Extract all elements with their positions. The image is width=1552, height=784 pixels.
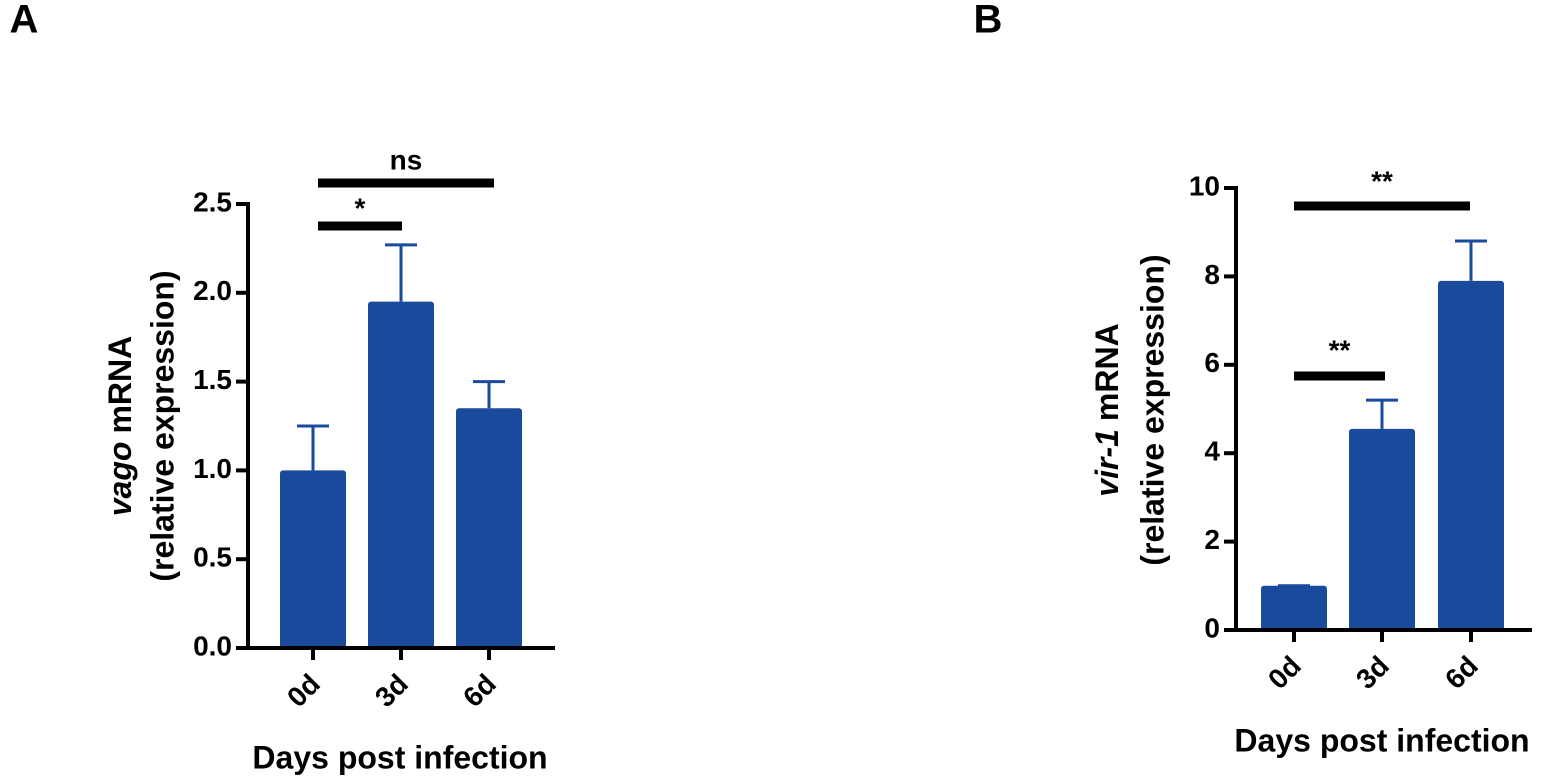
y-tick-label: 0 (1204, 612, 1220, 643)
x-tick-label: 3d (369, 668, 414, 713)
y-axis-unit: (relative expression) (144, 270, 180, 581)
bar (1438, 280, 1504, 630)
y-tick-label: 8 (1204, 259, 1220, 290)
bar (1349, 428, 1415, 630)
y-axis-unit: (relative expression) (1134, 254, 1170, 565)
x-tick-label: 0d (1262, 650, 1307, 695)
y-axis-label: vir-1 mRNA (1089, 323, 1125, 496)
x-tick-label: 6d (1439, 650, 1484, 695)
significance-label: ns (390, 144, 423, 175)
significance-label: ** (1329, 334, 1351, 365)
bar (456, 408, 522, 648)
y-tick-label: 2.0 (193, 275, 232, 306)
y-tick-label: 6 (1204, 347, 1220, 378)
y-label-text: mRNA (102, 336, 138, 434)
panel-label: B (974, 0, 1003, 42)
significance-label: ** (1371, 165, 1393, 196)
y-label-text: mRNA (1089, 323, 1125, 421)
y-tick-label: 2.5 (193, 186, 232, 217)
y-label-gene: vago (102, 442, 138, 517)
x-axis-label: Days post infection (252, 739, 547, 775)
significance-label: * (355, 192, 366, 223)
y-tick-label: 10 (1189, 170, 1220, 201)
x-tick-label: 6d (457, 668, 502, 713)
x-axis-label: Days post infection (1234, 722, 1529, 758)
y-tick-label: 1.5 (193, 364, 232, 395)
bar (1261, 585, 1327, 630)
y-tick-label: 2 (1204, 524, 1220, 555)
bar (280, 470, 346, 648)
y-tick-label: 0.0 (193, 630, 232, 661)
x-tick-label: 3d (1350, 650, 1395, 695)
y-label-gene: vir-1 (1089, 429, 1125, 497)
y-tick-label: 0.5 (193, 542, 232, 573)
y-tick-label: 1.0 (193, 453, 232, 484)
y-tick-label: 4 (1204, 436, 1220, 467)
bar (368, 301, 434, 648)
x-tick-label: 0d (281, 668, 326, 713)
y-axis-label: vago mRNA (102, 336, 138, 516)
panel-label: A (10, 0, 39, 42)
